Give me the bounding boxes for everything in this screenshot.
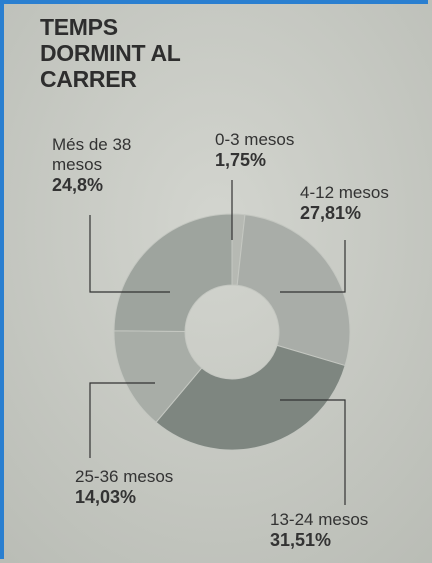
value-label: 24,8% — [52, 175, 142, 195]
category-label: Més de 38 mesos — [52, 135, 142, 175]
value-label: 31,51% — [270, 530, 400, 550]
value-label: 14,03% — [75, 487, 205, 507]
chart-title: TEMPS DORMINT AL CARRER — [40, 14, 200, 92]
value-label: 1,75% — [215, 150, 335, 170]
category-label: 13-24 mesos — [270, 510, 400, 530]
chart: TEMPS DORMINT AL CARRER 0-3 mesos1,75% 4-… — [0, 0, 432, 563]
category-label: 0-3 mesos — [215, 130, 335, 150]
category-label: 25-36 mesos — [75, 467, 205, 487]
category-label: 4-12 mesos — [300, 183, 430, 203]
value-label: 27,81% — [300, 203, 430, 223]
